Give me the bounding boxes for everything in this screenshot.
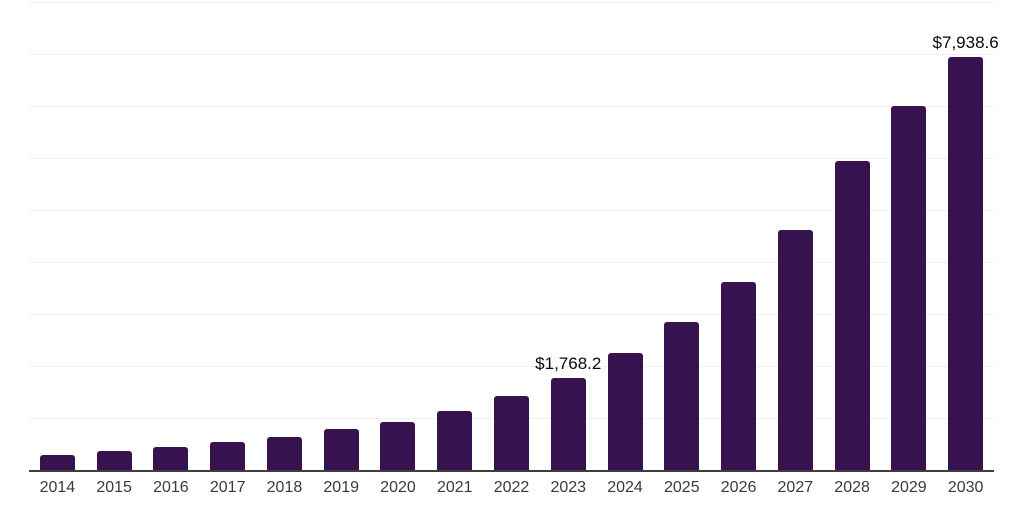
x-tick-2023: 2023 [550, 479, 587, 496]
x-tick-2020: 2020 [380, 479, 416, 496]
bar-band-2017 [199, 2, 256, 470]
bar-2025 [664, 322, 700, 470]
x-tick-2014: 2014 [39, 479, 76, 496]
bar-2020 [380, 422, 416, 470]
x-tick-2021: 2021 [436, 479, 473, 496]
bar-band-2025 [653, 2, 710, 470]
bar-band-2021 [426, 2, 483, 470]
bar-2019 [323, 429, 359, 470]
x-tick-2022: 2022 [493, 479, 530, 496]
bar-2018 [266, 437, 302, 470]
bar-2015 [96, 451, 132, 470]
bar-2014 [39, 454, 75, 470]
bar-band-2015 [86, 2, 143, 470]
data-label-2023: $1,768.2 [535, 354, 602, 374]
bar-band-2016 [143, 2, 200, 470]
x-tick-2029: 2029 [891, 479, 927, 496]
bar-2026 [721, 282, 757, 470]
bar-band-2019 [313, 2, 370, 470]
bar-band-2026 [710, 2, 767, 470]
bar-2024 [607, 353, 643, 470]
bar-band-2018 [256, 2, 313, 470]
bar-band-2022 [483, 2, 540, 470]
bar-band-2030: $7,938.6 [933, 2, 999, 470]
bar-2021 [437, 411, 473, 470]
bar-2029 [891, 106, 927, 470]
x-tick-2026: 2026 [720, 479, 757, 496]
x-tick-2018: 2018 [266, 479, 303, 496]
bar-band-2023: $1,768.2 [535, 2, 601, 470]
x-tick-2017: 2017 [209, 479, 246, 496]
bar-2017 [210, 442, 246, 470]
x-tick-2030: 2030 [947, 479, 984, 496]
bar-2030 [948, 57, 984, 470]
bar-2027 [777, 229, 813, 470]
data-label-2030: $7,938.6 [932, 33, 999, 53]
x-tick-2019: 2019 [323, 479, 359, 496]
bar-band-2024 [597, 2, 654, 470]
x-tick-2027: 2027 [777, 479, 814, 496]
bar-band-2027 [767, 2, 824, 470]
bar-band-2029 [880, 2, 937, 470]
x-tick-2028: 2028 [834, 479, 870, 496]
x-tick-2015: 2015 [96, 479, 132, 496]
bar-band-2020 [370, 2, 427, 470]
x-tick-2025: 2025 [664, 479, 700, 496]
bars-layer: $1,768.2 $7,938.6 [29, 2, 999, 470]
bar-2028 [834, 160, 870, 470]
plot-area: $1,768.2 $7,938.6 [29, 2, 999, 472]
bar-band-2014 [29, 2, 86, 470]
bar-2022 [494, 396, 529, 470]
x-tick-2024: 2024 [607, 479, 643, 496]
bar-band-2028 [824, 2, 881, 470]
bar-2023 [550, 378, 586, 470]
x-axis-tick-labels: 2014 2015 2016 2017 2018 2019 2020 2021 2022 2023… [29, 479, 994, 497]
bar-2016 [153, 447, 189, 470]
x-tick-2016: 2016 [153, 479, 189, 496]
